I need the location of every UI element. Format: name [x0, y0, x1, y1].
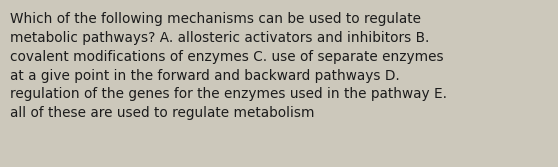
Text: Which of the following mechanisms can be used to regulate
metabolic pathways? A.: Which of the following mechanisms can be… [10, 12, 447, 120]
